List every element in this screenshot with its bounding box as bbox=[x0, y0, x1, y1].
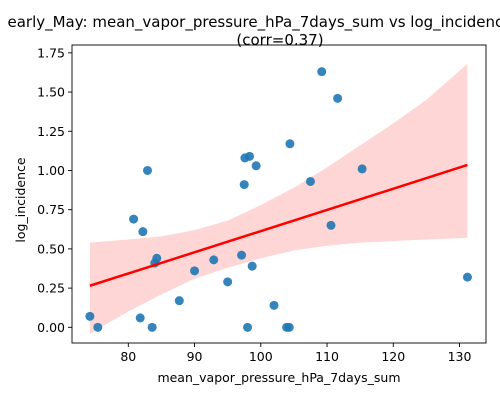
scatter-point bbox=[143, 165, 153, 175]
axes-frame bbox=[71, 44, 487, 344]
x-axis-label: mean_vapor_pressure_hPa_7days_sum bbox=[157, 370, 400, 385]
chart-title-line2: (corr=0.37) bbox=[236, 31, 323, 49]
scatter-point bbox=[269, 300, 279, 310]
scatter-point bbox=[190, 266, 200, 276]
scatter-point bbox=[247, 261, 257, 271]
scatter-point bbox=[251, 161, 261, 171]
scatter-point bbox=[239, 180, 249, 190]
scatter-point bbox=[333, 93, 343, 103]
scatter-point bbox=[284, 322, 294, 332]
scatter-point bbox=[326, 220, 336, 230]
x-tick-label: 110 bbox=[315, 349, 339, 364]
scatter-point bbox=[237, 250, 247, 260]
confidence-band bbox=[89, 63, 468, 334]
scatter-point bbox=[85, 311, 95, 321]
x-tick-label: 80 bbox=[120, 349, 136, 364]
y-tick-label: 1.75 bbox=[37, 45, 65, 60]
y-tick-label: 0.25 bbox=[37, 281, 65, 296]
scatter-point bbox=[243, 322, 253, 332]
scatter-point bbox=[135, 313, 145, 323]
y-tick-label: 1.25 bbox=[37, 124, 65, 139]
scatter-point bbox=[285, 139, 295, 149]
x-tick-label: 130 bbox=[448, 349, 472, 364]
chart-title-line1: early_May: mean_vapor_pressure_hPa_7days… bbox=[7, 13, 500, 32]
x-tick-label: 120 bbox=[381, 349, 405, 364]
scatter-point bbox=[223, 277, 233, 287]
regression-line bbox=[89, 163, 468, 287]
scatter-point bbox=[138, 227, 148, 237]
y-tick-label: 1.50 bbox=[37, 85, 65, 100]
scatter-point bbox=[245, 151, 255, 161]
scatter-point bbox=[174, 296, 184, 306]
y-axis-label: log_incidence bbox=[13, 157, 28, 242]
scatter-point bbox=[462, 272, 472, 282]
scatter-point bbox=[209, 255, 219, 265]
scatter-point bbox=[129, 214, 139, 224]
x-tick-label: 90 bbox=[187, 349, 203, 364]
scatter-point bbox=[317, 67, 327, 77]
scatter-point bbox=[152, 253, 162, 263]
y-tick-label: 0.00 bbox=[37, 320, 65, 335]
plot-area: 80 90 100 110 120 130 0.00 0.25 0.50 0.75 1.00 1.25… bbox=[37, 44, 487, 364]
x-tick-label: 100 bbox=[249, 349, 273, 364]
scatter-point bbox=[357, 164, 367, 174]
y-tick-label: 1.00 bbox=[37, 163, 65, 178]
y-tick-label: 0.50 bbox=[37, 241, 65, 256]
scatter-point bbox=[93, 322, 103, 332]
scatter-point bbox=[147, 322, 157, 332]
scatter-point bbox=[305, 176, 315, 186]
y-tick-label: 0.75 bbox=[37, 202, 65, 217]
